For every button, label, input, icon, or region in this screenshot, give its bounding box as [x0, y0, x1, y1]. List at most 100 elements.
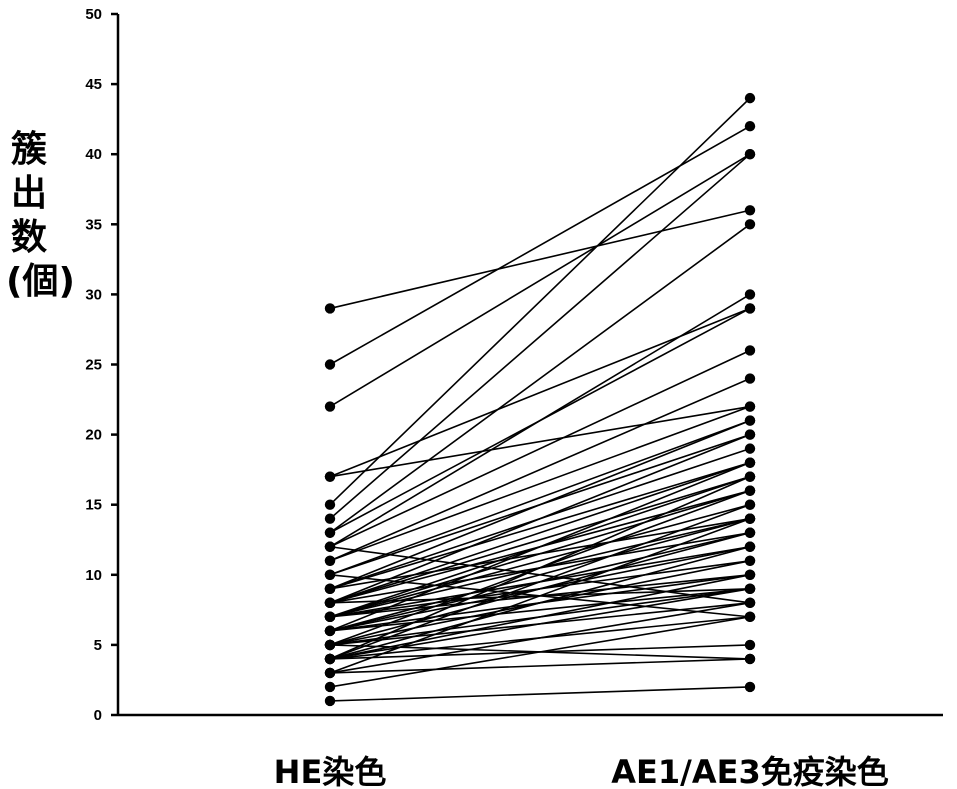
ae-point — [744, 653, 756, 665]
he-point — [324, 541, 336, 552]
y-tick-label: 50 — [85, 6, 102, 23]
he-point — [324, 527, 336, 538]
ae-point — [744, 555, 756, 566]
pair-line — [329, 475, 751, 604]
pair-line — [329, 503, 751, 660]
y-tick-label: 5 — [94, 637, 102, 654]
pair-line — [329, 531, 751, 646]
pair-line — [329, 461, 751, 590]
data-points — [324, 92, 756, 707]
pair-line — [329, 349, 751, 548]
y-tick-label: 0 — [94, 707, 102, 724]
ae-point — [744, 513, 756, 524]
y-tick-label: 40 — [85, 146, 102, 163]
ae-point — [744, 485, 756, 496]
pair-line — [329, 223, 751, 534]
he-point — [324, 359, 336, 370]
y-ticks: 0 5 10 15 20 25 30 35 40 45 50 — [85, 6, 118, 724]
ae-point — [744, 611, 756, 623]
category-labels: HE染色 AE1/AE3免疫染色 — [274, 753, 889, 789]
ae-point — [744, 303, 756, 314]
ae-point — [744, 639, 756, 651]
ae-point — [744, 205, 756, 216]
ae-point — [744, 541, 756, 552]
pair-line — [329, 209, 751, 310]
pair-line — [329, 461, 751, 604]
paired-lines — [329, 97, 751, 702]
pair-line — [329, 574, 751, 660]
pair-line — [329, 97, 751, 506]
category-label: HE染色 — [274, 753, 387, 789]
pair-line — [329, 307, 751, 478]
pair-line — [329, 517, 751, 674]
pair-line — [329, 545, 751, 660]
y-axis-label: 簇出数(個) — [6, 129, 75, 302]
he-point — [324, 653, 336, 665]
ae-point — [744, 597, 756, 609]
ae-point — [744, 443, 756, 454]
ae-point — [744, 373, 756, 384]
ae-point — [744, 471, 756, 482]
axes — [116, 14, 943, 717]
ae-point — [744, 681, 756, 693]
he-point — [324, 569, 336, 580]
pair-line — [329, 153, 751, 408]
pair-line — [329, 125, 751, 366]
pair-line — [329, 405, 751, 562]
pair-line — [329, 686, 751, 702]
he-point — [324, 303, 336, 314]
he-point — [324, 401, 336, 412]
ae-point — [744, 289, 756, 300]
he-point — [324, 499, 336, 510]
pair-line — [329, 293, 751, 548]
he-point — [324, 471, 336, 482]
he-point — [324, 681, 336, 693]
pair-line — [329, 419, 751, 576]
ae-point — [744, 345, 756, 356]
he-point — [324, 513, 336, 524]
ae-point — [744, 415, 756, 426]
he-point — [324, 611, 336, 623]
pair-line — [329, 153, 751, 520]
y-tick-label: 35 — [85, 216, 102, 233]
pair-line — [329, 489, 751, 618]
pair-line — [329, 602, 751, 674]
ae-point — [744, 219, 756, 230]
ae-point — [744, 92, 756, 104]
pair-line — [329, 433, 751, 604]
ae-point — [744, 457, 756, 468]
pair-line — [329, 405, 751, 478]
pair-line — [329, 475, 751, 660]
pair-line — [329, 517, 751, 632]
pair-line — [329, 377, 751, 562]
pair-line — [329, 503, 751, 618]
y-tick-label: 20 — [85, 427, 102, 444]
pair-line — [329, 588, 751, 632]
y-tick-label: 15 — [85, 497, 102, 514]
y-tick-label: 45 — [85, 76, 102, 93]
he-point — [324, 583, 336, 595]
he-point — [324, 555, 336, 566]
y-tick-label: 10 — [85, 567, 102, 584]
he-point — [324, 667, 336, 679]
pair-line — [329, 461, 751, 632]
pair-line — [329, 658, 751, 674]
ae-point — [744, 149, 756, 160]
ae-point — [744, 120, 756, 132]
pair-line — [329, 616, 751, 688]
he-point — [324, 639, 336, 651]
ae-point — [744, 499, 756, 510]
ae-point — [744, 569, 756, 580]
ae-point — [744, 583, 756, 595]
pair-line — [329, 419, 751, 590]
he-point — [324, 695, 336, 707]
ae-point — [744, 401, 756, 412]
he-point — [324, 597, 336, 609]
category-label: AE1/AE3免疫染色 — [611, 753, 888, 789]
he-point — [324, 625, 336, 637]
ae-point — [744, 429, 756, 440]
ae-point — [744, 527, 756, 538]
y-tick-label: 30 — [85, 286, 102, 303]
y-tick-label: 25 — [85, 357, 102, 374]
